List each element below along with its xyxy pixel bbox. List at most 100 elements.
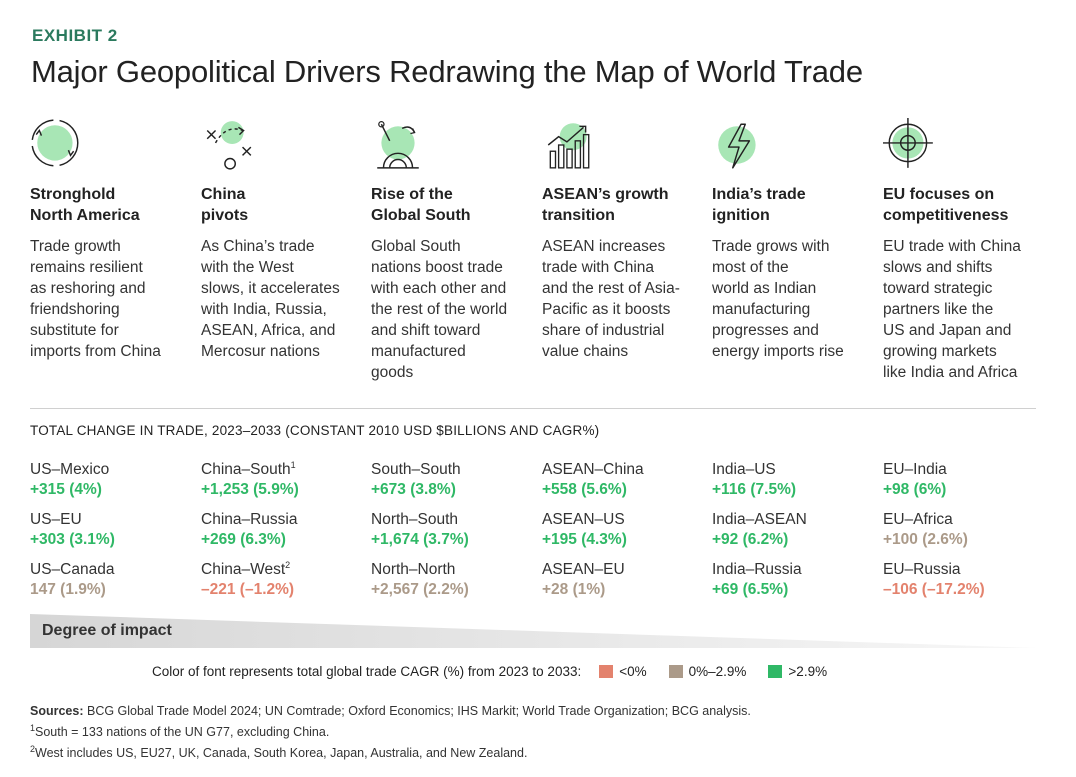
driver-description: Global South nations boost trade with ea… [371, 238, 508, 381]
exhibit-label: EXHIBIT 2 [32, 26, 118, 45]
trade-pair-label: ASEAN–EU [542, 555, 712, 580]
section-label: TOTAL CHANGE IN TRADE, 2023–2033 (CONSTA… [30, 423, 600, 438]
trade-pair-name: North–South [371, 511, 459, 529]
globe-cycle-icon [31, 119, 79, 167]
trade-pair-value: 147 (1.9%) [30, 581, 106, 599]
trade-pair-name: North–North [371, 561, 456, 579]
trade-pair-cell: India–Russia +69 (6.5%) [712, 555, 882, 600]
page-title: Major Geopolitical Drivers Redrawing the… [31, 54, 863, 89]
trade-pair-name: ASEAN–US [542, 511, 625, 529]
driver-title: Rise of the Global South [371, 186, 471, 224]
legend-swatch [768, 665, 783, 678]
trade-pair-label: China–West2 [201, 555, 371, 580]
footnote-2: 2West includes US, EU27, UK, Canada, Sou… [30, 741, 751, 762]
legend-item-label: >2.9% [788, 664, 828, 679]
legend-item-label: <0% [619, 664, 647, 679]
driver-description: Trade grows with most of the world as In… [712, 238, 844, 360]
trade-pair-label: China–Russia [201, 505, 371, 530]
trade-pair-name: EU–Africa [883, 511, 953, 529]
driver-card: ASEAN’s growth transition ASEAN increases… [542, 118, 702, 362]
footnotes: Sources: BCG Global Trade Model 2024; UN… [30, 703, 751, 762]
strategy-pivot-icon [206, 121, 252, 170]
trade-pair-label: US–EU [30, 505, 200, 530]
trade-pair-cell: US–EU +303 (3.1%) [30, 505, 200, 550]
trade-pair-name: China–South [201, 461, 291, 479]
legend-swatch [668, 665, 683, 678]
driver-description: As China’s trade with the West slows, it… [201, 238, 340, 360]
trade-pair-cell: North–South +1,674 (3.7%) [371, 505, 541, 550]
section-divider [30, 408, 1036, 409]
footnote-1: 1South = 133 nations of the UN G77, excl… [30, 720, 751, 741]
trade-pair-cell: ASEAN–US +195 (4.3%) [542, 505, 712, 550]
trade-pair-cell: US–Mexico +315 (4%) [30, 455, 200, 500]
trade-pair-label: China–South1 [201, 455, 371, 480]
lightning-icon [718, 123, 756, 169]
trade-pair-name: US–Mexico [30, 461, 110, 479]
driver-description: Trade growth remains resilient as reshor… [30, 238, 161, 360]
legend-text: Color of font represents total global tr… [152, 664, 582, 679]
driver-card: India’s trade ignition Trade grows with m… [712, 118, 872, 362]
target-icon [883, 118, 933, 168]
driver-card: Stronghold North America Trade growth rem… [30, 118, 190, 362]
trade-pair-label: US–Canada [30, 555, 200, 580]
trade-pair-label: EU–Russia [883, 555, 1053, 580]
driver-title: Stronghold North America [30, 186, 140, 224]
trade-pair-value: +100 (2.6%) [883, 531, 968, 549]
trade-pair-cell: India–US +116 (7.5%) [712, 455, 882, 500]
trade-pair-cell: China–Russia +269 (6.3%) [201, 505, 371, 550]
trade-pair-name: US–Canada [30, 561, 115, 579]
trade-pair-value: +558 (5.6%) [542, 481, 627, 499]
trade-pair-cell: South–South +673 (3.8%) [371, 455, 541, 500]
impact-label: Degree of impact [42, 622, 172, 639]
trade-pair-cell: EU–Russia –106 (–17.2%) [883, 555, 1053, 600]
trade-pair-value: +1,674 (3.7%) [371, 531, 469, 549]
trade-pair-name: South–South [371, 461, 461, 479]
trade-pair-value: +116 (7.5%) [712, 481, 797, 499]
trade-pair-label: India–Russia [712, 555, 882, 580]
driver-description: ASEAN increases trade with China and the… [542, 238, 680, 360]
rising-sun-icon [377, 121, 419, 169]
trade-pair-name: India–ASEAN [712, 511, 807, 529]
growth-chart-icon [547, 123, 590, 169]
trade-pair-name: India–US [712, 461, 776, 479]
trade-pair-cell: ASEAN–China +558 (5.6%) [542, 455, 712, 500]
trade-pair-label: EU–Africa [883, 505, 1053, 530]
trade-pair-value: +269 (6.3%) [201, 531, 286, 549]
trade-pair-cell: EU–Africa +100 (2.6%) [883, 505, 1053, 550]
footnote-2-mark: 2 [30, 744, 36, 755]
driver-description: EU trade with China slows and shifts tow… [883, 238, 1021, 381]
trade-pair-label: ASEAN–China [542, 455, 712, 480]
trade-pair-name: EU–Russia [883, 561, 961, 579]
trade-pair-cell: China–South1 +1,253 (5.9%) [201, 455, 371, 500]
trade-pair-value: –106 (–17.2%) [883, 581, 985, 599]
trade-pair-label: India–US [712, 455, 882, 480]
sources-text: BCG Global Trade Model 2024; UN Comtrade… [86, 704, 751, 718]
trade-pair-label: North–South [371, 505, 541, 530]
driver-title: India’s trade ignition [712, 186, 806, 224]
trade-pair-value: +673 (3.8%) [371, 481, 456, 499]
trade-pair-value: +28 (1%) [542, 581, 606, 599]
sources-note: Sources: BCG Global Trade Model 2024; UN… [30, 703, 751, 720]
trade-pair-footnote: 2 [285, 560, 291, 570]
trade-pair-name: EU–India [883, 461, 947, 479]
trade-pair-cell: India–ASEAN +92 (6.2%) [712, 505, 882, 550]
trade-pair-value: +315 (4%) [30, 481, 102, 499]
trade-pair-label: US–Mexico [30, 455, 200, 480]
trade-pair-label: South–South [371, 455, 541, 480]
trade-pair-cell: EU–India +98 (6%) [883, 455, 1053, 500]
legend-swatch [599, 665, 614, 678]
trade-pair-label: North–North [371, 555, 541, 580]
color-legend: Color of font represents total global tr… [152, 664, 831, 679]
trade-pair-value: +69 (6.5%) [712, 581, 789, 599]
trade-pair-cell: ASEAN–EU +28 (1%) [542, 555, 712, 600]
footnote-1-text: South = 133 nations of the UN G77, exclu… [35, 725, 330, 740]
legend-items: <0% 0%–2.9% >2.9% [581, 664, 831, 679]
trade-pair-name: ASEAN–EU [542, 561, 625, 579]
driver-card: China pivots As China’s trade with the We… [201, 118, 361, 362]
impact-gradient-bar [30, 614, 1036, 648]
trade-pair-cell: China–West2 –221 (–1.2%) [201, 555, 371, 600]
driver-card: EU focuses on competitiveness EU trade wi… [883, 118, 1043, 383]
driver-title: EU focuses on competitiveness [883, 186, 1009, 224]
driver-title: ASEAN’s growth transition [542, 186, 669, 224]
trade-pair-cell: US–Canada 147 (1.9%) [30, 555, 200, 600]
